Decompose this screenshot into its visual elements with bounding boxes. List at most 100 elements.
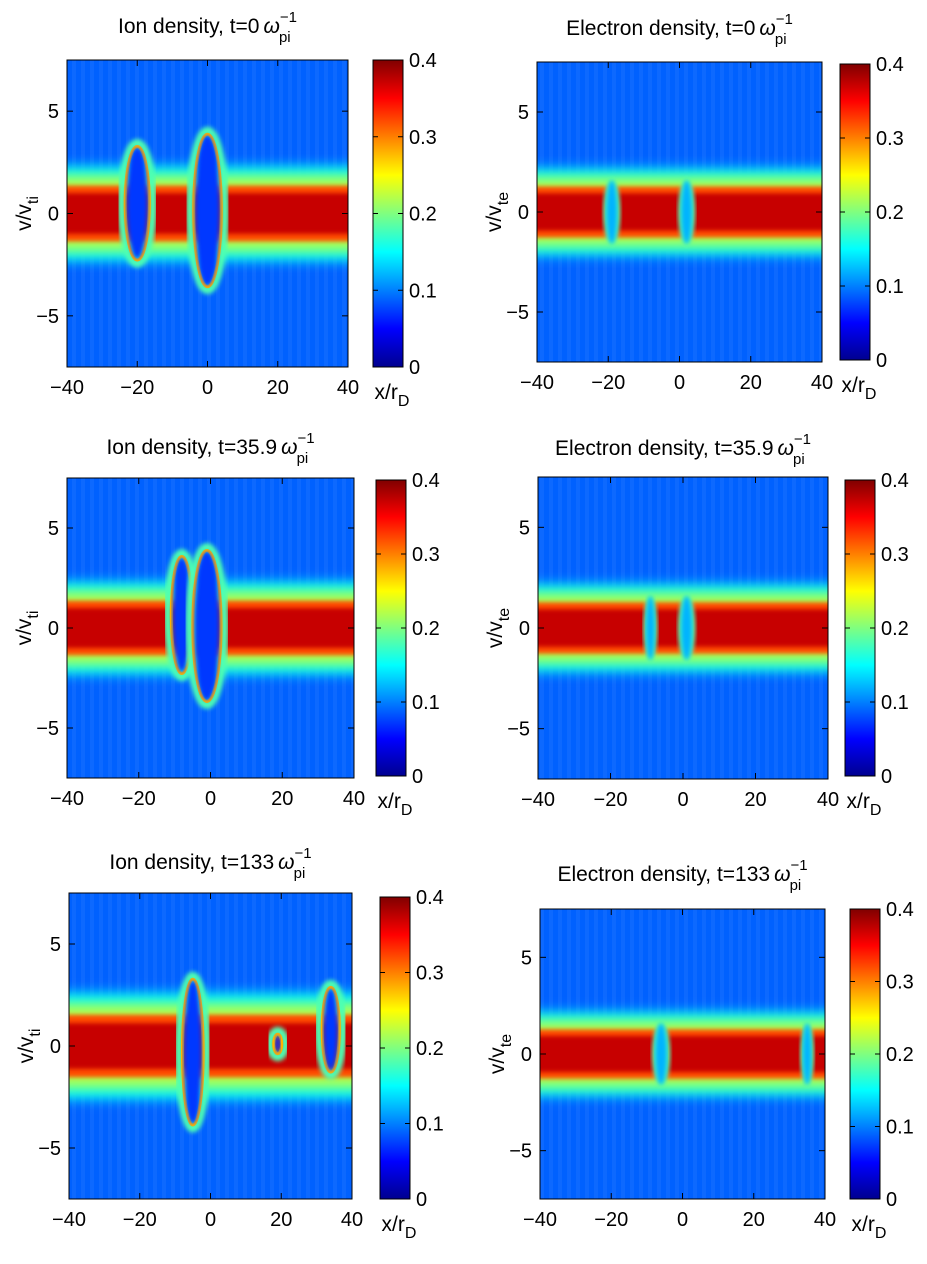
x-axis-label-main: x/r (847, 790, 870, 813)
y-axis-label-main: v/v (13, 618, 36, 645)
title-superscript: −1 (776, 11, 793, 28)
y-tick-label: 5 (48, 101, 59, 123)
density-gap (678, 179, 696, 245)
y-axis-label-main: v/v (13, 204, 36, 231)
colorbar-tick-label: 0 (412, 766, 423, 788)
hole-halo (174, 971, 211, 1133)
y-tick-label: 0 (48, 204, 59, 226)
y-axis-label: v/vte (483, 192, 512, 232)
chart-title: Electron density, t=0 ω−1 pi (566, 11, 793, 48)
y-axis-label-sub: te (498, 1034, 515, 1047)
density-gap-core (681, 596, 693, 660)
hole-rim (192, 132, 223, 289)
panel-ion-t133: −40 −20 0 20 40 5 0 −5 v/vti Ion density, t=133 ω−… (15, 845, 444, 1242)
x-tick-label: −20 (123, 1209, 157, 1231)
title-main: Ion density, t=35.9 (106, 436, 277, 459)
colorbar-tick-label: 0.3 (876, 128, 904, 150)
y-tick-label: −5 (36, 718, 59, 740)
x-tick-label: 20 (740, 372, 762, 394)
x-tick-label: 20 (270, 1209, 292, 1231)
x-axis-label-main: x/r (852, 1213, 875, 1236)
colorbar: 0.40.30.20.10x/rD (375, 470, 440, 819)
colorbar-tick-label: 0.4 (881, 470, 909, 492)
x-axis-label-main: x/r (842, 374, 865, 397)
colorbar-tick-label: 0.1 (416, 1114, 444, 1136)
density-band-layer (540, 1036, 825, 1072)
title-superscript: −1 (280, 9, 297, 26)
colorbar-tick-label: 0 (876, 350, 887, 372)
y-tick-label: −5 (507, 719, 530, 741)
title-superscript: −1 (794, 431, 811, 448)
x-tick-label: −20 (594, 1209, 628, 1231)
title-subscript: pi (790, 877, 802, 894)
hole-interior (183, 980, 202, 1124)
chart-title: Electron density, t=35.9 ω−1 pi (555, 431, 811, 468)
y-tick-label: 5 (521, 947, 532, 969)
heatmap-ion-t0 (67, 60, 348, 367)
heatmap-ion-t133 (69, 893, 352, 1199)
x-tick-label: 20 (267, 377, 289, 399)
y-tick-label: 5 (48, 518, 59, 540)
x-tick-label: 40 (817, 789, 839, 811)
y-tick-label: 0 (521, 1044, 532, 1066)
x-tick-label: 40 (337, 377, 359, 399)
title-symbol: ω (759, 17, 775, 40)
title-symbol: ω (281, 436, 297, 459)
x-tick-label: −20 (122, 788, 156, 810)
colorbar: 0.40.30.20.10x/rD (839, 54, 904, 403)
title-subscript: pi (279, 29, 291, 46)
colorbar-tick-label: 0.1 (881, 692, 909, 714)
x-tick-label: −40 (520, 372, 554, 394)
colorbar-tick-label: 0.2 (886, 1044, 914, 1066)
y-axis-label: v/vte (486, 1034, 515, 1074)
colorbar-tick-label: 0.4 (886, 899, 914, 921)
hole-rim (123, 145, 151, 262)
x-tick-label: −20 (594, 789, 628, 811)
title-superscript: −1 (297, 430, 314, 447)
colorbar-tick-label: 0.4 (876, 54, 904, 76)
panel-electron-t35.9: −40 −20 0 20 40 5 0 −5 v/vte Electron density, t=… (484, 431, 909, 819)
colorbar: 0.40.30.20.10x/rD (849, 899, 914, 1242)
x-axis-label: x/rD (382, 1213, 417, 1242)
x-axis-label-sub: D (398, 393, 410, 410)
x-tick-label: 40 (811, 372, 833, 394)
x-axis-label: x/rD (375, 381, 410, 410)
density-gap (643, 594, 658, 662)
y-tick-label: 0 (519, 618, 530, 640)
chart-title: Ion density, t=35.9 ω−1 pi (106, 430, 314, 467)
heatmap-electron-t133 (540, 909, 825, 1199)
panel-electron-t0: −40 −20 0 20 40 5 0 −5 v/vte Electron density, t=… (483, 11, 904, 403)
hole-halo (185, 543, 229, 709)
x-tick-label: −40 (52, 1209, 86, 1231)
hole-interior (126, 148, 148, 259)
x-tick-label: 0 (677, 789, 688, 811)
colorbar-tick-label: 0.2 (881, 618, 909, 640)
x-tick-label: −40 (50, 377, 84, 399)
colorbar-tick-label: 0 (886, 1189, 897, 1211)
hole-halo (117, 139, 157, 268)
title-main: Ion density, t=133 (109, 851, 274, 874)
y-tick-label: 5 (519, 517, 530, 539)
density-gap-core (802, 1023, 812, 1085)
phase-space-hole (185, 543, 229, 709)
density-gap (800, 1022, 815, 1086)
y-axis-label: v/vti (13, 611, 42, 646)
density-gap-core (655, 1023, 667, 1085)
y-axis-label: v/vti (13, 196, 42, 231)
colorbar: 0.40.30.20.10x/rD (844, 470, 909, 819)
phase-space-hole (186, 126, 229, 295)
y-axis-label-main: v/v (484, 621, 507, 648)
y-axis-label-sub: ti (25, 611, 42, 619)
colorbar-tick-label: 0.3 (409, 127, 437, 149)
x-axis-label-sub: D (875, 1225, 887, 1242)
colorbar-tick-label: 0.2 (416, 1038, 444, 1060)
y-tick-label: −5 (506, 302, 529, 324)
x-tick-label: −40 (50, 788, 84, 810)
title-superscript: −1 (790, 857, 807, 874)
chart-title: Electron density, t=133 ω−1 pi (557, 857, 807, 894)
y-axis-label-sub: ti (25, 196, 42, 204)
phase-space-hole (117, 139, 157, 268)
title-subscript: pi (297, 450, 309, 467)
x-tick-label: 20 (271, 788, 293, 810)
